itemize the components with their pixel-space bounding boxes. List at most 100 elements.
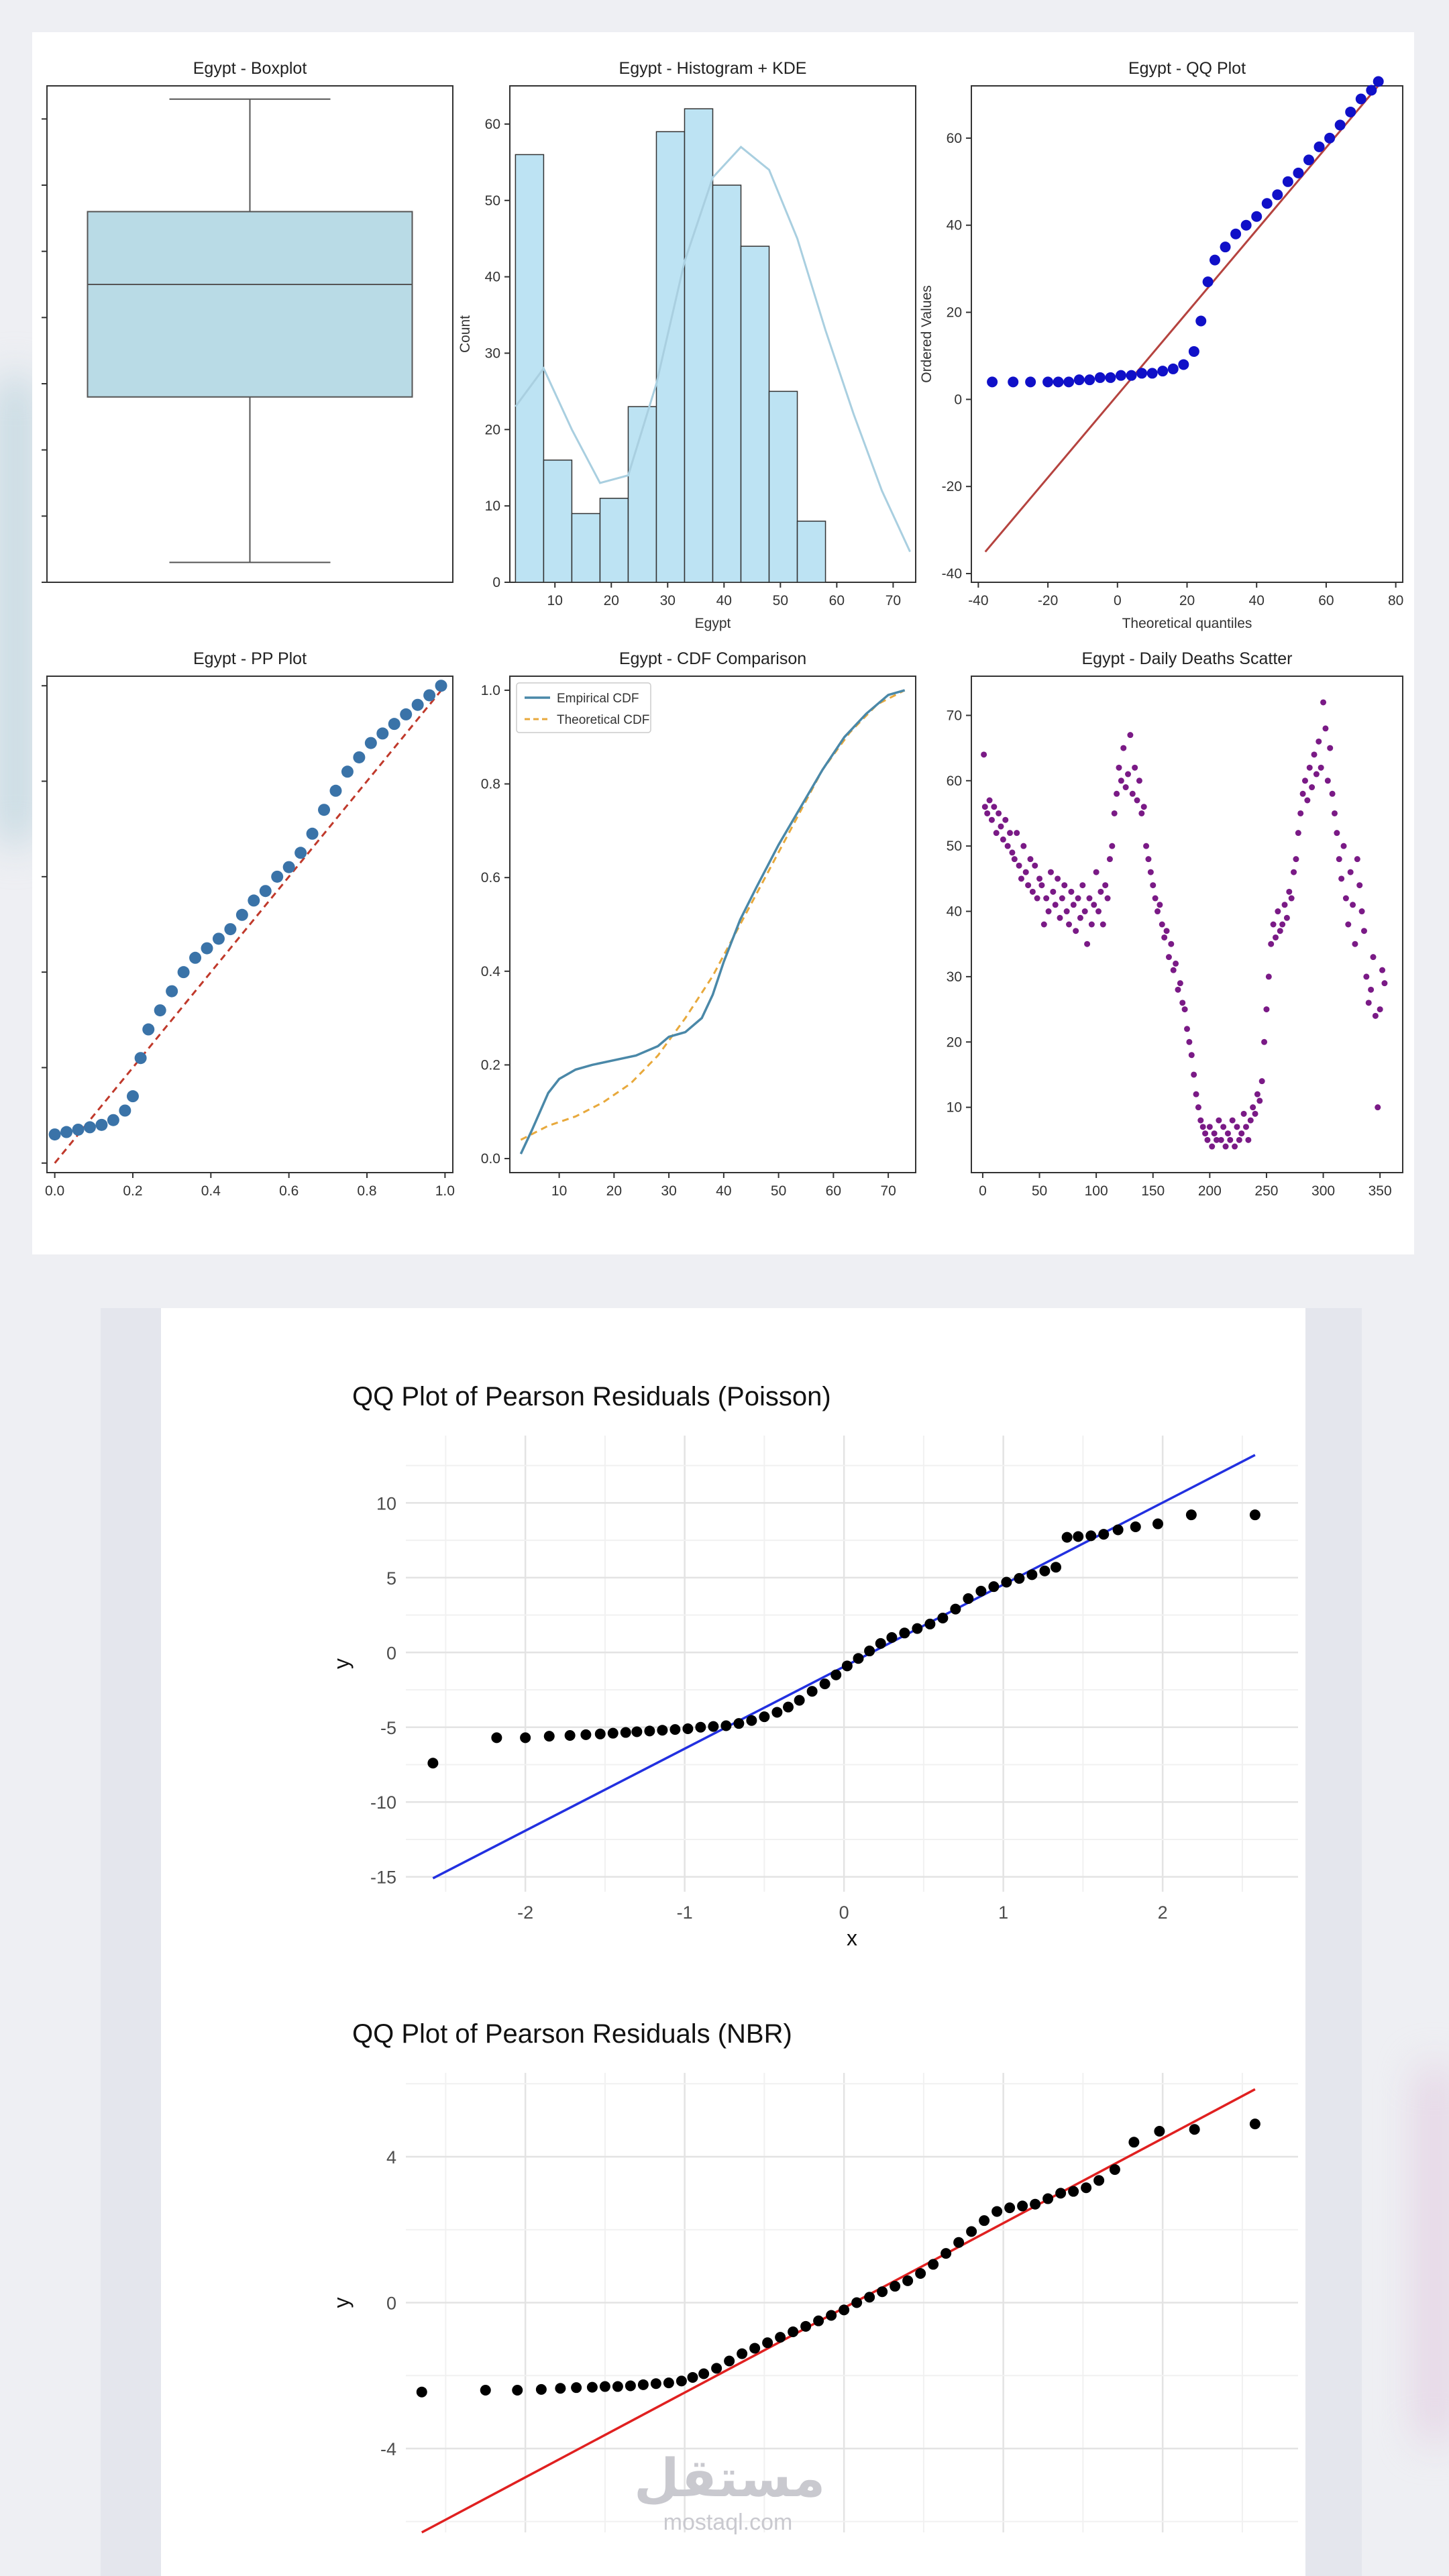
y-tick-label: 40 bbox=[947, 218, 962, 233]
death-point bbox=[1170, 967, 1177, 973]
residual-point bbox=[733, 1718, 745, 1729]
death-point bbox=[1159, 921, 1165, 928]
death-point bbox=[1004, 843, 1011, 849]
death-point bbox=[1322, 725, 1329, 732]
qq-point bbox=[1209, 254, 1220, 266]
x-tick-label: 100 bbox=[1085, 1183, 1108, 1199]
x-tick-label: 1.0 bbox=[435, 1183, 455, 1199]
residual-point bbox=[953, 2237, 965, 2248]
residual-point bbox=[864, 1646, 875, 1657]
death-point bbox=[1016, 862, 1022, 869]
residual-point bbox=[830, 1669, 842, 1680]
death-point bbox=[1309, 784, 1316, 791]
death-point bbox=[1075, 895, 1081, 902]
pp-point bbox=[294, 847, 307, 859]
death-point bbox=[1150, 882, 1157, 889]
x-tick-label: 60 bbox=[1318, 593, 1334, 608]
chart-title: Egypt - CDF Comparison bbox=[619, 649, 806, 668]
x-tick-label: -1 bbox=[677, 1902, 693, 1923]
qq-point bbox=[1293, 167, 1304, 178]
qq-point bbox=[1282, 176, 1293, 187]
residual-point bbox=[1068, 2186, 1079, 2197]
residual-point bbox=[427, 1758, 439, 1769]
death-point bbox=[1027, 856, 1034, 863]
death-point bbox=[1286, 888, 1293, 895]
residual-point bbox=[1098, 1529, 1110, 1540]
x-tick-label: 0.8 bbox=[357, 1183, 376, 1199]
death-point bbox=[1059, 895, 1065, 902]
residual-point bbox=[512, 2384, 523, 2396]
x-tick-label: 0.6 bbox=[279, 1183, 299, 1199]
x-tick-label: 70 bbox=[880, 1183, 896, 1199]
pp-point bbox=[341, 765, 354, 778]
death-point bbox=[1073, 928, 1079, 934]
death-point bbox=[1199, 1124, 1206, 1130]
death-point bbox=[1313, 771, 1320, 777]
y-axis-label: y bbox=[329, 2298, 354, 2308]
diagnostics-grid-panel: Egypt - Boxplot Egypt - Histogram + KDE 10… bbox=[32, 32, 1414, 1254]
x-tick-label: 20 bbox=[606, 1183, 622, 1199]
pp-point bbox=[353, 751, 366, 763]
death-point bbox=[1047, 869, 1054, 875]
residual-point bbox=[1017, 2200, 1028, 2212]
death-point bbox=[1029, 888, 1036, 895]
residual-point bbox=[912, 1623, 923, 1634]
x-tick-label: 10 bbox=[547, 593, 563, 608]
death-point bbox=[1358, 908, 1365, 915]
hist-bar bbox=[627, 406, 657, 583]
residual-point bbox=[1051, 1562, 1061, 1573]
residual-point bbox=[819, 1678, 830, 1690]
death-point bbox=[1377, 1006, 1383, 1013]
residual-point bbox=[1004, 2202, 1016, 2214]
y-tick-label: 5 bbox=[386, 1568, 396, 1589]
residual-point bbox=[1039, 1565, 1051, 1576]
x-tick-label: 20 bbox=[604, 593, 619, 608]
residual-point bbox=[571, 2382, 582, 2394]
y-axis-label: Count bbox=[458, 315, 473, 353]
y-tick-label: 0 bbox=[386, 2294, 396, 2314]
death-point bbox=[1184, 1026, 1190, 1032]
y-tick-label: 10 bbox=[947, 1100, 962, 1116]
y-tick-label: 0 bbox=[492, 575, 500, 590]
residual-point bbox=[979, 2215, 990, 2226]
residual-point bbox=[1185, 1509, 1197, 1521]
residual-point bbox=[928, 2259, 939, 2270]
plot-frame bbox=[46, 676, 453, 1173]
death-point bbox=[1129, 790, 1136, 797]
death-point bbox=[1002, 816, 1009, 823]
death-point bbox=[1032, 862, 1038, 869]
death-point bbox=[1236, 1136, 1242, 1143]
death-point bbox=[1161, 934, 1168, 941]
left-band bbox=[101, 1308, 161, 2576]
x-tick-label: 350 bbox=[1368, 1183, 1392, 1199]
residual-point bbox=[924, 1618, 936, 1629]
death-point bbox=[1155, 908, 1161, 915]
hist-bar bbox=[599, 498, 629, 583]
death-point bbox=[1331, 810, 1338, 816]
qq-point bbox=[1053, 376, 1064, 388]
plot-frame bbox=[46, 85, 453, 583]
death-point bbox=[1195, 1104, 1201, 1111]
residual-point bbox=[644, 1725, 655, 1737]
qq-point bbox=[1251, 211, 1263, 222]
y-tick-label: 10 bbox=[376, 1493, 396, 1513]
pp-point bbox=[48, 1128, 61, 1141]
pp-point bbox=[119, 1104, 131, 1117]
pp-point bbox=[248, 894, 260, 907]
pp-point bbox=[72, 1123, 85, 1136]
qq-point bbox=[1202, 276, 1214, 288]
residual-point bbox=[682, 1723, 694, 1734]
x-tick-label: 20 bbox=[1179, 593, 1195, 608]
death-point bbox=[993, 830, 1000, 837]
death-point bbox=[1091, 902, 1097, 908]
death-point bbox=[1177, 980, 1183, 987]
residual-point bbox=[599, 2381, 610, 2392]
death-point bbox=[1173, 960, 1179, 967]
death-point bbox=[1327, 745, 1334, 751]
residual-point bbox=[708, 1721, 719, 1732]
residual-point bbox=[1026, 1569, 1038, 1580]
pp-point bbox=[60, 1126, 73, 1138]
death-point bbox=[1261, 1038, 1268, 1045]
death-point bbox=[1265, 973, 1272, 980]
residual-point bbox=[1085, 1530, 1097, 1542]
